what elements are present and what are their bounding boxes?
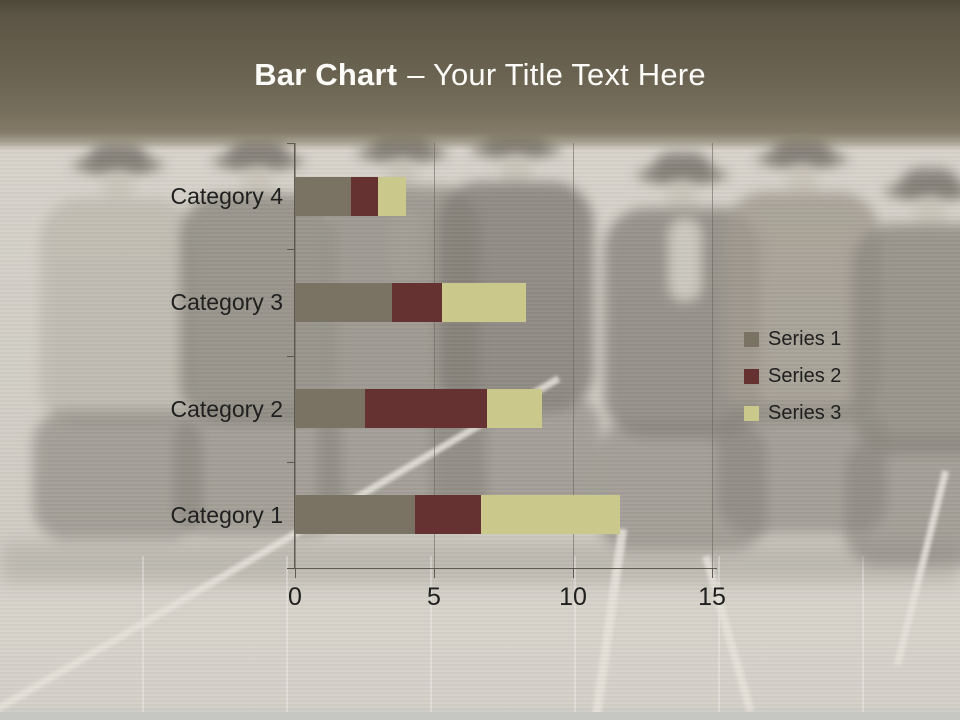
category-label: Category 2 xyxy=(170,395,283,422)
legend-label: Series 3 xyxy=(768,402,842,424)
bar-cat4-series2 xyxy=(350,176,379,216)
bar-cat2-series1 xyxy=(295,389,365,429)
x-axis-tick xyxy=(434,568,435,578)
legend-item: Series 1 xyxy=(744,321,841,358)
bar-cat2-series3 xyxy=(486,389,543,429)
figure-scarf xyxy=(392,210,418,280)
y-axis-tick xyxy=(287,568,294,569)
figure-hat-crown xyxy=(652,152,712,178)
x-gridline xyxy=(573,143,574,568)
x-axis-tick xyxy=(712,568,713,578)
legend-swatch-series-2 xyxy=(744,369,759,384)
y-axis-tick xyxy=(287,249,294,251)
x-tick-label: 10 xyxy=(559,583,587,611)
title-rest-text: – Your Title Text Here xyxy=(407,57,706,92)
x-tick-label: 5 xyxy=(427,583,441,611)
legend-label: Series 1 xyxy=(768,328,842,350)
bar-cat3-series3 xyxy=(442,282,526,322)
bar-cat4-series3 xyxy=(378,176,407,216)
bar-cat3-series1 xyxy=(295,282,393,322)
bar-cat4-series1 xyxy=(295,176,351,216)
x-gridline xyxy=(295,143,296,568)
slide-title: Bar Chart – Your Title Text Here xyxy=(0,56,960,94)
legend-item: Series 2 xyxy=(744,358,841,395)
x-axis-line xyxy=(287,568,717,569)
x-tick-label: 0 xyxy=(288,583,302,611)
y-axis-tick xyxy=(287,355,294,357)
bar-cat3-series2 xyxy=(392,282,443,322)
x-gridline xyxy=(712,143,713,568)
title-bold-text: Bar Chart xyxy=(254,57,398,92)
chart-legend: Series 1 Series 2 Series 3 xyxy=(744,321,841,432)
legend-item: Series 3 xyxy=(744,395,841,432)
x-axis-tick xyxy=(573,568,574,578)
x-axis-tick xyxy=(295,568,296,578)
figure-torso xyxy=(852,224,960,454)
wall-planks xyxy=(0,556,960,720)
bar-cat1-series1 xyxy=(295,495,415,535)
bar-cat1-series3 xyxy=(481,495,621,535)
y-axis-line xyxy=(294,143,295,569)
legend-swatch-series-1 xyxy=(744,332,759,347)
y-axis-tick xyxy=(287,461,294,463)
legend-label: Series 2 xyxy=(768,365,842,387)
title-band xyxy=(0,0,960,150)
x-tick-label: 15 xyxy=(698,583,726,611)
bench-shadow xyxy=(0,542,960,584)
figure-torso xyxy=(40,198,196,428)
y-axis-tick xyxy=(287,143,294,144)
bar-cat2-series2 xyxy=(364,389,487,429)
category-label: Category 4 xyxy=(170,183,283,210)
category-label: Category 1 xyxy=(170,501,283,528)
figure-hat-crown xyxy=(900,168,960,194)
slide-bottom-edge xyxy=(0,712,960,720)
x-gridline xyxy=(434,143,435,568)
figure-scarf xyxy=(668,218,702,302)
bar-cat1-series2 xyxy=(414,495,482,535)
legend-swatch-series-3 xyxy=(744,406,759,421)
category-label: Category 3 xyxy=(170,289,283,316)
